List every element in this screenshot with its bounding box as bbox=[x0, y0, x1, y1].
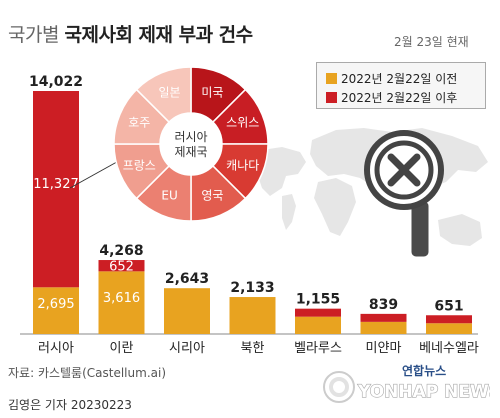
logo-korean-text: 연합뉴스 bbox=[402, 363, 446, 378]
total-label-6: 651 bbox=[434, 298, 463, 314]
total-label-2: 2,643 bbox=[165, 271, 209, 287]
donut-hole bbox=[160, 113, 222, 175]
logo-english-text: YONHAP NEWS bbox=[357, 382, 490, 402]
donut-center-label-0: 러시아 bbox=[174, 130, 207, 144]
total-label-3: 2,133 bbox=[230, 280, 274, 296]
donut-slice-label-2: 캐나다 bbox=[226, 158, 259, 172]
bar-before-2 bbox=[164, 288, 210, 334]
category-label-6: 베네수엘라 bbox=[419, 341, 479, 356]
legend-label-after: 2022년 2월22일 이후 bbox=[341, 91, 458, 105]
legend-swatch-before bbox=[326, 73, 337, 84]
bar-before-3 bbox=[229, 297, 276, 334]
total-label-1: 4,268 bbox=[99, 243, 143, 259]
legend-item-after: 2022년 2월22일 이후 bbox=[326, 89, 457, 106]
legend-swatch-after bbox=[326, 92, 337, 103]
source-note: 자료: 카스텔룸(Castellum.ai) bbox=[8, 366, 166, 380]
legend-item-before: 2022년 2월22일 이전 bbox=[326, 70, 457, 87]
yonhap-emblem-icon bbox=[323, 371, 355, 403]
page-title: 국가별 국제사회 제재 부과 건수 bbox=[8, 20, 253, 47]
donut-slice-label-4: EU bbox=[161, 189, 177, 203]
bar-after-1 bbox=[98, 260, 145, 272]
category-label-4: 벨라루스 bbox=[294, 341, 342, 356]
donut-slice-label-0: 미국 bbox=[201, 85, 223, 99]
page-title-main: 국제사회 제재 부과 건수 bbox=[64, 24, 254, 46]
category-label-0: 러시아 bbox=[38, 341, 74, 356]
category-label-5: 미얀마 bbox=[366, 341, 402, 356]
category-label-2: 시리아 bbox=[169, 341, 205, 356]
bar-before-5 bbox=[360, 321, 407, 334]
donut-slice-label-1: 스위스 bbox=[226, 116, 259, 130]
total-label-0: 14,022 bbox=[29, 74, 83, 90]
bar-after-0 bbox=[33, 91, 79, 288]
bar-after-6 bbox=[426, 315, 472, 324]
donut-connector-line bbox=[69, 157, 125, 189]
after-value-label-1: 652 bbox=[109, 260, 134, 275]
bar-before-6 bbox=[426, 323, 472, 334]
bar-before-0 bbox=[33, 287, 79, 334]
before-value-label-0: 2,695 bbox=[37, 297, 74, 312]
category-label-1: 이란 bbox=[110, 341, 134, 356]
bar-after-5 bbox=[360, 313, 407, 322]
prohibited-magnifier-icon bbox=[364, 130, 444, 260]
donut-slice-label-3: 영국 bbox=[201, 189, 223, 203]
bars-layer: 14,022 러시아 2,695 11,327 4,268 이란 3,616 652 2,643… bbox=[29, 74, 479, 356]
donut-slice-label-6: 호주 bbox=[128, 116, 150, 130]
page-title-prefix: 국가별 bbox=[8, 24, 59, 46]
donut-slice-label-5: 프랑스 bbox=[123, 158, 156, 172]
total-label-5: 839 bbox=[369, 297, 398, 313]
before-value-label-1: 3,616 bbox=[103, 291, 140, 306]
category-label-3: 북한 bbox=[241, 341, 265, 356]
date-note: 2월 23일 현재 bbox=[394, 35, 469, 49]
reporter-byline: 김영은 기자 20230223 bbox=[8, 398, 132, 412]
total-label-4: 1,155 bbox=[296, 292, 340, 308]
donut-slice-label-7: 일본 bbox=[159, 85, 181, 99]
after-value-label-0: 11,327 bbox=[33, 177, 79, 192]
yonhap-news-logo: 연합뉴스 YONHAP NEWS bbox=[323, 363, 490, 403]
legend-label-before: 2022년 2월22일 이전 bbox=[341, 72, 458, 86]
chart-legend: 2022년 2월22일 이전 2022년 2월22일 이후 bbox=[316, 62, 486, 109]
bar-before-1 bbox=[98, 271, 145, 334]
bar-before-4 bbox=[295, 316, 341, 334]
bar-after-4 bbox=[295, 308, 341, 317]
donut-center-label-1: 제재국 bbox=[174, 145, 207, 159]
